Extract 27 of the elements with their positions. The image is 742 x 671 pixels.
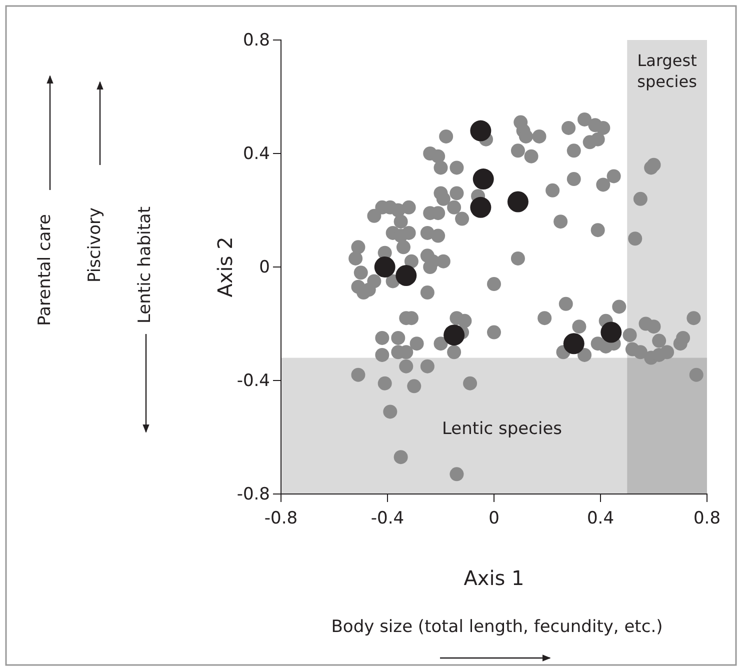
y-axis-title: Axis 2	[213, 236, 237, 298]
x-tick-label: -0.8	[264, 508, 298, 529]
point	[507, 191, 528, 212]
y-tick-label: 0.8	[242, 30, 270, 50]
x-tick-label: 0.8	[693, 508, 721, 529]
point	[600, 322, 622, 343]
point	[444, 324, 465, 346]
x-tick-label: 0.4	[586, 508, 614, 529]
x-axis-title: Axis 1	[464, 566, 524, 590]
point	[563, 333, 584, 354]
y-tick-label: 0.4	[242, 144, 270, 164]
point	[470, 120, 492, 142]
text: Body size (total length, fecundity, etc.)	[331, 617, 663, 637]
x-tick-label: -0.4	[370, 508, 404, 529]
point	[374, 256, 396, 278]
point	[470, 196, 492, 218]
point	[396, 265, 417, 286]
band-label: Largest species	[637, 51, 697, 91]
y-tick-label: -0.8	[236, 484, 270, 504]
point	[472, 168, 494, 190]
text: Parental care	[35, 214, 55, 326]
x-tick-label: 0	[488, 508, 500, 529]
text: Piscivory	[85, 207, 105, 283]
text: Lentic habitat	[135, 206, 155, 324]
band-label: Lentic species	[442, 418, 562, 439]
y-tick-label: 0	[259, 257, 270, 278]
y-tick-label: -0.4	[236, 370, 270, 391]
